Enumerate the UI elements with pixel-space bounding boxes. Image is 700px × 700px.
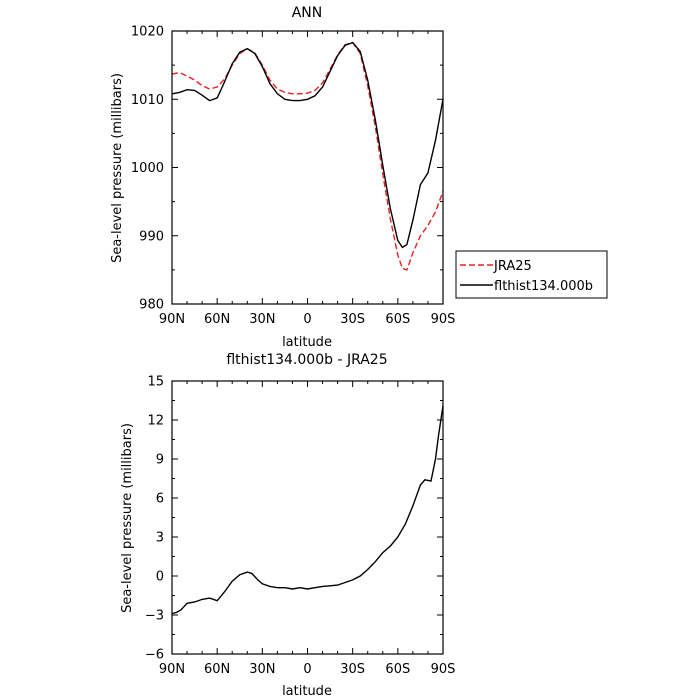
panel-top-axes: 90N 60N 30N 0 30S 60S 90S 980 990 1000 1010 1020 — [131, 25, 455, 328]
panel-top-ylabel: Sea-level pressure (millibars) — [110, 73, 125, 263]
panel-top-xtick-label: 30N — [249, 312, 275, 327]
panel-bottom: flthist134.000b - JRA25 90N 60N 30N 0 30S 60S… — [120, 352, 455, 699]
panel-bottom-ytick-label: 6 — [156, 492, 164, 507]
panel-top-xtick-label: 90N — [159, 312, 185, 327]
panel-top-ytick-label: 990 — [139, 229, 164, 244]
panel-bottom-series-0-line — [171, 405, 444, 615]
panel-bottom-axes: 90N 60N 30N 0 30S 60S 90S −6 −3 0 3 6 9 12 15 — [145, 375, 456, 678]
panel-bottom-ytick-label: 15 — [147, 375, 164, 390]
legend-box — [455, 250, 608, 299]
legend-label-flthist: flthist134.000b — [494, 279, 593, 294]
panel-bottom-ytick-label: 0 — [156, 570, 164, 585]
panel-bottom-ytick-label: 12 — [147, 414, 164, 429]
panel-bottom-ylabel: Sea-level pressure (millibars) — [120, 423, 135, 613]
panel-bottom-ytick-label: −6 — [145, 648, 164, 663]
panel-top-frame — [171, 30, 444, 305]
panel-top-ytick-label: 980 — [139, 298, 164, 313]
panel-top-xtick-label: 60S — [385, 312, 410, 327]
panel-top-xlabel: latitude — [282, 335, 332, 350]
panel-bottom-ytick-label: −3 — [145, 609, 164, 624]
panel-bottom-xtick-label: 60N — [204, 662, 230, 677]
panel-bottom-title: flthist134.000b - JRA25 — [226, 352, 387, 368]
panel-bottom-xtick-label: 30N — [249, 662, 275, 677]
panel-top-series — [171, 41, 444, 271]
panel-bottom-ytick-label: 3 — [156, 531, 164, 546]
panel-bottom-xtick-label: 90N — [159, 662, 185, 677]
panel-bottom-xtick-label: 90S — [431, 662, 456, 677]
panel-bottom-xtick-label: 0 — [303, 662, 311, 677]
panel-top-ytick-label: 1000 — [131, 161, 164, 176]
panel-top-xtick-label: 0 — [303, 312, 311, 327]
panel-top-series-0-line — [171, 41, 444, 271]
panel-top-xtick-label: 90S — [431, 312, 456, 327]
panel-bottom-xtick-label: 60S — [385, 662, 410, 677]
panel-top: ANN 90N 60N 30N 0 30S 60S 90S 980 990 1000 1010 102… — [110, 5, 455, 350]
panel-top-series-1-line — [171, 41, 444, 249]
panel-bottom-xlabel: latitude — [282, 684, 332, 699]
panel-bottom-series — [171, 405, 444, 615]
panel-top-title: ANN — [292, 5, 323, 21]
panel-top-ytick-label: 1010 — [131, 93, 164, 108]
panel-top-ytick-label: 1020 — [131, 25, 164, 40]
panel-bottom-frame — [171, 380, 444, 655]
panel-bottom-ytick-label: 9 — [156, 453, 164, 468]
panel-top-xtick-label: 60N — [204, 312, 230, 327]
panel-bottom-xtick-label: 30S — [340, 662, 365, 677]
panel-top-xtick-label: 30S — [340, 312, 365, 327]
legend-label-jra25: JRA25 — [493, 259, 532, 274]
legend: JRA25 flthist134.000b — [455, 250, 608, 299]
